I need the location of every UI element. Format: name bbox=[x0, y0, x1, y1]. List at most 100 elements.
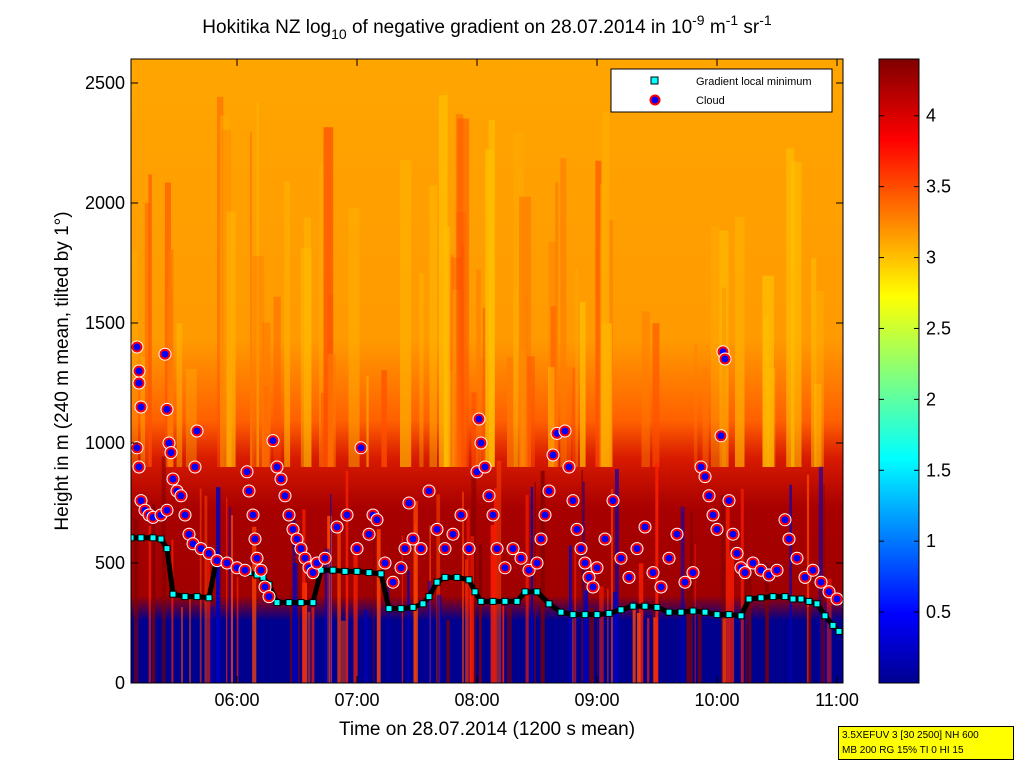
heat-streak-upper bbox=[507, 357, 514, 467]
cloud-point-marker bbox=[241, 466, 253, 478]
cloud-point-marker bbox=[179, 509, 191, 521]
heat-streak-upper bbox=[579, 301, 586, 467]
heat-streak-upper bbox=[261, 322, 271, 467]
cloud-point-marker bbox=[499, 562, 511, 574]
cloud-point-marker bbox=[189, 461, 201, 473]
cloud-point-marker bbox=[559, 425, 571, 437]
gradient-minimum-point bbox=[309, 599, 317, 607]
heat-streak-lower bbox=[534, 481, 536, 683]
heat-streak-lower bbox=[686, 589, 691, 683]
heat-streak-lower bbox=[324, 548, 330, 683]
gradient-minimum-point bbox=[781, 593, 789, 601]
gradient-minimum-point bbox=[813, 600, 821, 608]
heat-streak-upper bbox=[555, 182, 559, 468]
heat-streak-lower bbox=[226, 497, 228, 683]
heat-streak-lower bbox=[820, 584, 825, 683]
heat-streak-upper bbox=[460, 244, 465, 467]
gradient-minimum-point bbox=[713, 611, 721, 619]
gradient-minimum-point bbox=[805, 597, 813, 605]
gradient-minimum-point bbox=[745, 595, 753, 603]
gradient-minimum-point bbox=[193, 593, 201, 601]
heat-streak-upper bbox=[438, 95, 448, 467]
gradient-minimum-point bbox=[545, 600, 553, 608]
gradient-minimum-point bbox=[835, 627, 843, 635]
gradient-minimum-point bbox=[149, 534, 157, 542]
gradient-minimum-point bbox=[285, 599, 293, 607]
cloud-point-marker bbox=[259, 581, 271, 593]
cloud-point-marker bbox=[423, 485, 435, 497]
heat-streak-upper bbox=[419, 273, 424, 467]
cloud-point-marker bbox=[587, 581, 599, 593]
colorbar-tick-label: 1.5 bbox=[926, 460, 951, 480]
heat-streak-lower bbox=[725, 507, 730, 683]
heat-streak-upper bbox=[226, 211, 236, 467]
heat-streak-lower bbox=[584, 590, 589, 683]
heat-streak-lower bbox=[807, 606, 812, 683]
heat-streak-upper bbox=[575, 269, 579, 467]
x-tick-label: 08:00 bbox=[454, 690, 499, 710]
gradient-minimum-segment bbox=[378, 573, 392, 610]
cloud-point-marker bbox=[319, 552, 331, 564]
colorbar-tick-label: 3.5 bbox=[926, 177, 951, 197]
heat-streak-lower bbox=[607, 588, 609, 683]
heat-streak-upper bbox=[300, 248, 312, 467]
cloud-point-marker bbox=[161, 504, 173, 516]
heat-streak-lower bbox=[462, 491, 464, 683]
heat-streak-upper bbox=[348, 208, 360, 467]
legend-marker-gradient-minimum bbox=[650, 76, 659, 85]
x-tick-label: 11:00 bbox=[815, 690, 859, 710]
cloud-point-marker bbox=[415, 543, 427, 555]
y-axis: 0 500 1000 1500 2000 2500 bbox=[85, 73, 843, 693]
cloud-point-marker bbox=[271, 461, 283, 473]
gradient-minimum-point bbox=[137, 534, 145, 542]
legend-label-gradient-minimum: Gradient local minimum bbox=[696, 76, 812, 88]
cloud-point-marker bbox=[703, 490, 715, 502]
legend-label-cloud: Cloud bbox=[696, 95, 725, 107]
heat-streak-upper bbox=[220, 115, 230, 468]
gradient-minimum-point bbox=[533, 588, 541, 596]
cloud-point-marker bbox=[243, 485, 255, 497]
heat-streak-upper bbox=[221, 129, 231, 467]
heat-streak-lower bbox=[494, 488, 497, 683]
cloud-point-marker bbox=[473, 413, 485, 425]
gradient-minimum-point bbox=[605, 609, 613, 617]
heat-streak-lower bbox=[596, 619, 598, 683]
cloud-point-marker bbox=[575, 543, 587, 555]
heat-streak-lower bbox=[610, 489, 614, 683]
cloud-point-marker bbox=[739, 567, 751, 579]
gradient-minimum-point bbox=[353, 567, 361, 575]
cloud-point-marker bbox=[531, 557, 543, 569]
heat-streak-upper bbox=[455, 114, 464, 467]
gradient-minimum-point bbox=[737, 612, 745, 620]
cloud-point-marker bbox=[823, 586, 835, 598]
heat-streak-upper bbox=[702, 368, 709, 467]
heat-streak-lower bbox=[292, 563, 298, 683]
gradient-minimum-point bbox=[769, 593, 777, 601]
heat-streak-lower bbox=[826, 578, 832, 683]
heat-streak-upper bbox=[176, 323, 183, 467]
cloud-point-marker bbox=[731, 547, 743, 559]
y-axis-label: Height in m (240 m mean, tilted by 1°) bbox=[52, 211, 73, 530]
heat-streak-lower bbox=[436, 494, 441, 683]
legend-box bbox=[610, 68, 833, 113]
cloud-point-marker bbox=[727, 528, 739, 540]
gradient-minimum-point bbox=[521, 588, 529, 596]
gradient-minimum-point bbox=[789, 595, 797, 603]
gradient-minimum-point bbox=[297, 599, 305, 607]
heat-streak-upper bbox=[600, 183, 604, 468]
gradient-minimum-point bbox=[501, 597, 509, 605]
cloud-point-marker bbox=[431, 523, 443, 535]
heat-streak-lower bbox=[507, 608, 512, 683]
heat-streak-lower bbox=[289, 590, 293, 683]
heat-streak-upper bbox=[273, 296, 281, 467]
heat-streak-upper bbox=[452, 289, 462, 467]
heat-streak-lower bbox=[599, 586, 604, 683]
cloud-point-marker bbox=[535, 533, 547, 545]
heat-streak-lower bbox=[729, 555, 735, 683]
cloud-point-marker bbox=[747, 557, 759, 569]
heat-streak-upper bbox=[167, 286, 173, 467]
cloud-point-marker bbox=[307, 567, 319, 579]
x-axis-label: Time on 28.07.2014 (1200 s mean) bbox=[339, 719, 635, 740]
heat-streak-lower bbox=[638, 563, 644, 683]
cloud-point-marker bbox=[483, 490, 495, 502]
